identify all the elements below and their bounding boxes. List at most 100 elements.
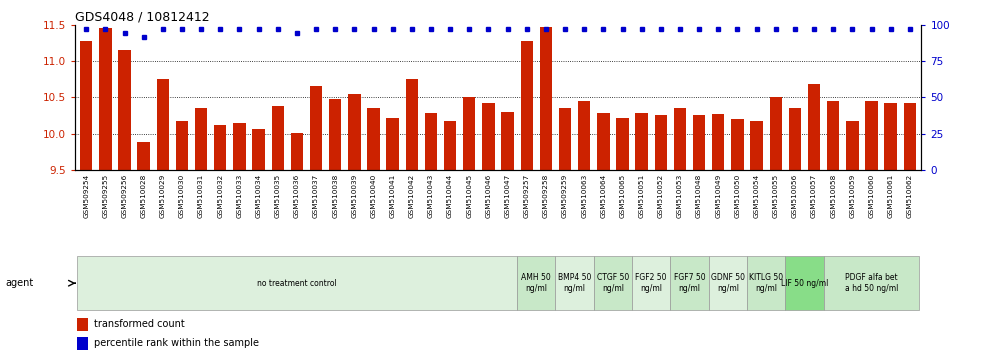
Text: GSM510044: GSM510044 (447, 174, 453, 218)
Bar (501, 112, 514, 354)
Bar (80, 41, 93, 354)
Text: FGF2 50
ng/ml: FGF2 50 ng/ml (635, 274, 667, 293)
Bar (731, 119, 744, 354)
Text: GSM510035: GSM510035 (275, 174, 281, 218)
Text: no treatment control: no treatment control (257, 279, 337, 288)
Text: GSM510034: GSM510034 (256, 174, 262, 218)
Text: transformed count: transformed count (94, 319, 184, 329)
Text: GSM509259: GSM509259 (562, 174, 568, 218)
Bar (654, 115, 667, 354)
Bar (521, 41, 533, 354)
Bar (635, 113, 647, 354)
Text: GSM510043: GSM510043 (428, 174, 434, 218)
Bar (77, 337, 88, 350)
Bar (291, 133, 303, 354)
Bar (808, 84, 821, 354)
Bar (824, 256, 919, 310)
Text: KITLG 50
ng/ml: KITLG 50 ng/ml (749, 274, 783, 293)
Bar (368, 108, 379, 354)
Bar (556, 256, 594, 310)
Bar (349, 94, 361, 354)
Text: GSM510063: GSM510063 (582, 174, 588, 218)
Text: GSM510042: GSM510042 (408, 174, 414, 218)
Bar (252, 129, 265, 354)
Text: BMP4 50
ng/ml: BMP4 50 ng/ml (558, 274, 592, 293)
Text: PDGF alfa bet
a hd 50 ng/ml: PDGF alfa bet a hd 50 ng/ml (845, 274, 898, 293)
Bar (517, 256, 556, 310)
Text: GSM510056: GSM510056 (792, 174, 798, 218)
Text: GSM510048: GSM510048 (696, 174, 702, 218)
Bar (693, 115, 705, 354)
Text: GSM510051: GSM510051 (638, 174, 644, 218)
Text: GSM510032: GSM510032 (217, 174, 223, 218)
Bar (709, 256, 747, 310)
Bar (195, 108, 207, 354)
Text: GSM509254: GSM509254 (84, 174, 90, 218)
Bar (789, 108, 801, 354)
Bar (884, 103, 896, 354)
Text: GSM510065: GSM510065 (620, 174, 625, 218)
Text: GSM510030: GSM510030 (179, 174, 185, 218)
Text: FGF7 50
ng/ml: FGF7 50 ng/ml (673, 274, 705, 293)
Text: GSM510047: GSM510047 (505, 174, 511, 218)
Bar (770, 97, 782, 354)
Bar (77, 318, 88, 331)
Bar (747, 256, 785, 310)
Text: GSM510036: GSM510036 (294, 174, 300, 218)
Bar (847, 121, 859, 354)
Text: GSM510037: GSM510037 (313, 174, 319, 218)
Bar (617, 118, 628, 354)
Bar (156, 79, 169, 354)
Bar (405, 79, 418, 354)
Bar (272, 106, 284, 354)
Text: GSM509255: GSM509255 (103, 174, 109, 218)
Text: GSM510040: GSM510040 (371, 174, 376, 218)
Text: agent: agent (5, 278, 33, 288)
Text: GSM509256: GSM509256 (122, 174, 127, 218)
Bar (214, 125, 226, 354)
Bar (386, 118, 398, 354)
Text: GSM510041: GSM510041 (389, 174, 395, 218)
Bar (712, 114, 724, 354)
Text: GSM510039: GSM510039 (352, 174, 358, 218)
Text: GSM510033: GSM510033 (236, 174, 242, 218)
Text: percentile rank within the sample: percentile rank within the sample (94, 338, 259, 348)
Text: GSM510052: GSM510052 (657, 174, 663, 218)
Bar (233, 123, 246, 354)
Text: GSM510064: GSM510064 (601, 174, 607, 218)
Bar (424, 113, 437, 354)
Bar (632, 256, 670, 310)
Text: GSM510057: GSM510057 (811, 174, 817, 218)
Bar (866, 101, 877, 354)
Text: GSM509257: GSM509257 (524, 174, 530, 218)
Text: GSM509258: GSM509258 (543, 174, 549, 218)
Text: GSM510045: GSM510045 (466, 174, 472, 218)
Text: GSM510050: GSM510050 (734, 174, 740, 218)
Bar (540, 27, 552, 354)
Bar (175, 121, 188, 354)
Bar (750, 121, 763, 354)
Text: GSM510028: GSM510028 (140, 174, 146, 218)
Bar (310, 86, 323, 354)
Text: GSM510062: GSM510062 (906, 174, 912, 218)
Bar (119, 50, 130, 354)
Text: GDNF 50
ng/ml: GDNF 50 ng/ml (711, 274, 745, 293)
Bar (827, 101, 840, 354)
Text: AMH 50
ng/ml: AMH 50 ng/ml (522, 274, 551, 293)
Bar (463, 97, 475, 354)
Text: CTGF 50
ng/ml: CTGF 50 ng/ml (597, 274, 629, 293)
Bar (785, 256, 824, 310)
Text: GSM510054: GSM510054 (754, 174, 760, 218)
Text: GSM510031: GSM510031 (198, 174, 204, 218)
Bar (100, 28, 112, 354)
Bar (482, 103, 495, 354)
Text: GSM510029: GSM510029 (159, 174, 165, 218)
Text: GSM510059: GSM510059 (850, 174, 856, 218)
Text: GSM510046: GSM510046 (485, 174, 491, 218)
Text: GDS4048 / 10812412: GDS4048 / 10812412 (75, 11, 209, 24)
Bar (559, 108, 572, 354)
Text: GSM510053: GSM510053 (677, 174, 683, 218)
Bar (578, 101, 591, 354)
Bar (594, 256, 632, 310)
Bar (670, 256, 709, 310)
